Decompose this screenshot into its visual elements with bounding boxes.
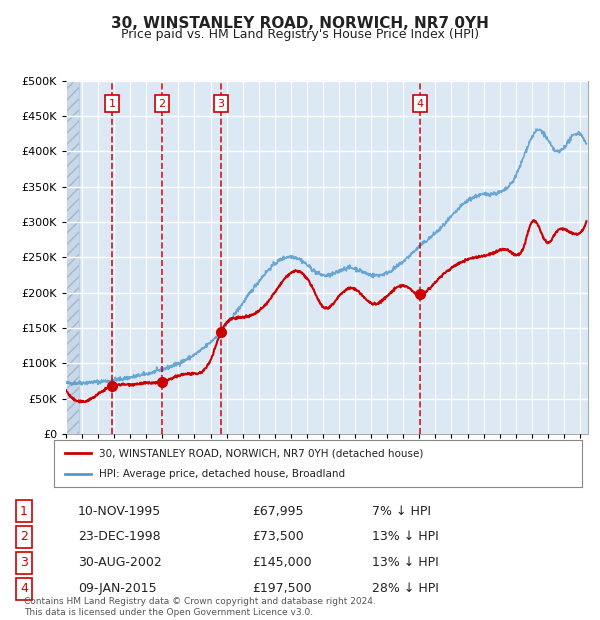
Bar bbox=[66, 81, 79, 434]
Text: £67,995: £67,995 bbox=[252, 505, 304, 518]
Text: 30-AUG-2002: 30-AUG-2002 bbox=[78, 556, 162, 569]
Text: 7% ↓ HPI: 7% ↓ HPI bbox=[372, 505, 431, 518]
Text: Price paid vs. HM Land Registry's House Price Index (HPI): Price paid vs. HM Land Registry's House … bbox=[121, 28, 479, 41]
Text: 28% ↓ HPI: 28% ↓ HPI bbox=[372, 582, 439, 595]
Text: £145,000: £145,000 bbox=[252, 556, 311, 569]
Text: 09-JAN-2015: 09-JAN-2015 bbox=[78, 582, 157, 595]
Bar bbox=[66, 81, 79, 434]
Text: 23-DEC-1998: 23-DEC-1998 bbox=[78, 531, 161, 543]
Text: Contains HM Land Registry data © Crown copyright and database right 2024.
This d: Contains HM Land Registry data © Crown c… bbox=[24, 598, 376, 617]
Text: 10-NOV-1995: 10-NOV-1995 bbox=[78, 505, 161, 518]
Text: 1: 1 bbox=[20, 505, 28, 518]
Text: 3: 3 bbox=[20, 556, 28, 569]
Text: 30, WINSTANLEY ROAD, NORWICH, NR7 0YH (detached house): 30, WINSTANLEY ROAD, NORWICH, NR7 0YH (d… bbox=[99, 448, 423, 458]
Text: 13% ↓ HPI: 13% ↓ HPI bbox=[372, 556, 439, 569]
Text: £197,500: £197,500 bbox=[252, 582, 311, 595]
Text: 2: 2 bbox=[158, 99, 166, 108]
Text: 13% ↓ HPI: 13% ↓ HPI bbox=[372, 531, 439, 543]
Text: 4: 4 bbox=[416, 99, 424, 108]
Text: 30, WINSTANLEY ROAD, NORWICH, NR7 0YH: 30, WINSTANLEY ROAD, NORWICH, NR7 0YH bbox=[111, 16, 489, 30]
Text: HPI: Average price, detached house, Broadland: HPI: Average price, detached house, Broa… bbox=[99, 469, 345, 479]
Text: 1: 1 bbox=[109, 99, 115, 108]
Text: 3: 3 bbox=[218, 99, 224, 108]
Text: 2: 2 bbox=[20, 531, 28, 543]
Text: 4: 4 bbox=[20, 582, 28, 595]
Text: £73,500: £73,500 bbox=[252, 531, 304, 543]
